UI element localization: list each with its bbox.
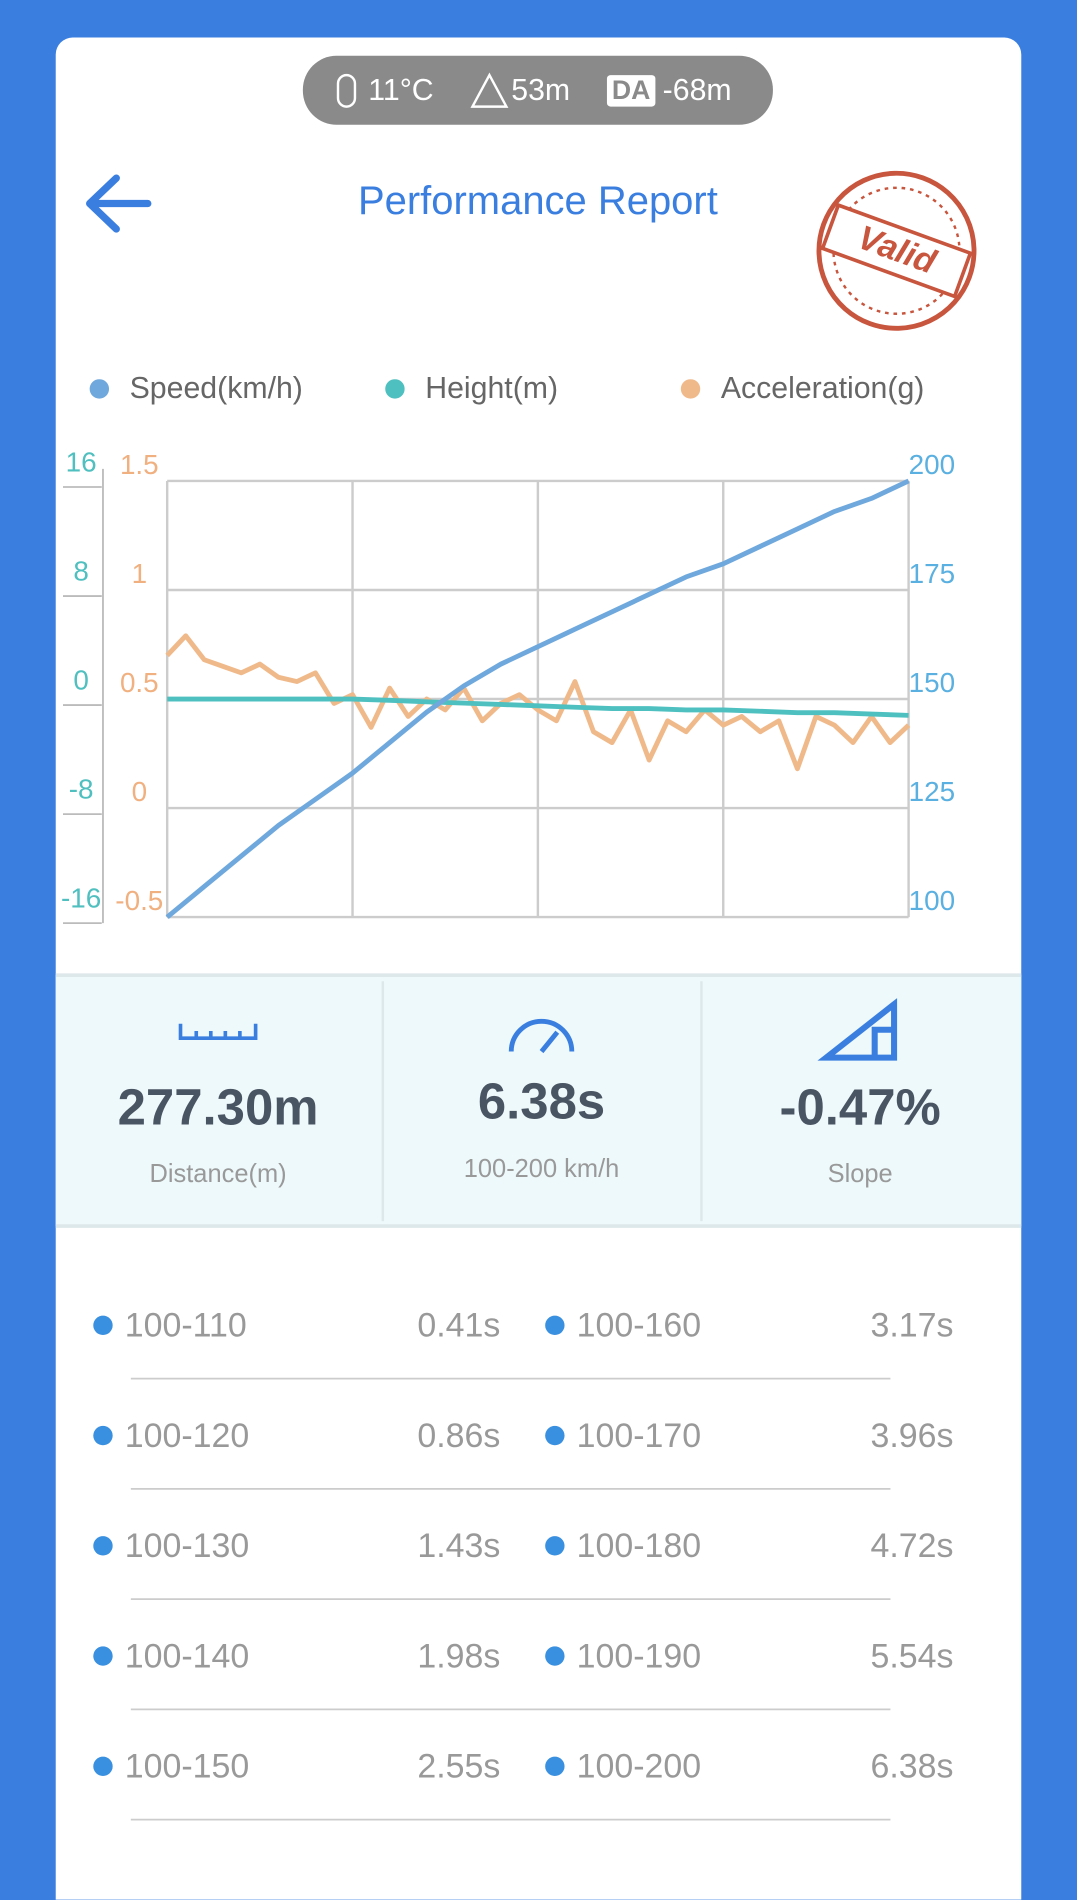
gauge-icon <box>508 1018 575 1054</box>
row-value: 3.96s <box>870 1417 953 1455</box>
y2-tick-label: 100 <box>909 885 955 916</box>
y2-tick-label: 175 <box>909 558 955 589</box>
page-title: Performance Report <box>358 179 718 223</box>
status-pill <box>302 55 773 125</box>
slope-icon <box>817 998 898 1061</box>
mountain-icon <box>470 72 509 108</box>
row-value: 4.72s <box>870 1527 953 1565</box>
row-value: 6.38s <box>870 1748 953 1786</box>
series-line <box>167 696 909 718</box>
y3-tick-label: 1.5 <box>120 449 159 480</box>
y2-tick-label: 200 <box>909 449 955 480</box>
row-dot <box>93 1536 113 1556</box>
legend-dot <box>680 379 701 399</box>
temperature: 11°C <box>368 74 433 107</box>
density-altitude: -68m <box>663 74 732 107</box>
stamp-band <box>820 202 973 299</box>
row-value: 2.55s <box>417 1748 500 1786</box>
row-value: 1.43s <box>417 1527 500 1565</box>
legend-label: Speed(km/h) <box>130 372 303 405</box>
ruler-icon <box>178 1023 258 1041</box>
y3-tick-label: 0.5 <box>120 667 159 698</box>
legend-label: Height(m) <box>425 372 558 405</box>
y-tick-label: -8 <box>69 773 94 804</box>
y3-tick-label: 1 <box>132 558 148 589</box>
row-label: 100-170 <box>577 1417 701 1455</box>
y3-tick-label: 0 <box>132 776 148 807</box>
row-label: 100-110 <box>125 1307 247 1345</box>
row-value: 0.86s <box>417 1417 500 1455</box>
row-label: 100-180 <box>577 1527 701 1565</box>
stat-label: Distance(m) <box>150 1160 287 1188</box>
row-value: 0.41s <box>417 1307 500 1345</box>
card <box>55 37 1022 1900</box>
y-tick-label: 0 <box>73 664 89 695</box>
row-dot <box>545 1536 565 1556</box>
row-label: 100-160 <box>577 1307 701 1345</box>
row-dot <box>93 1315 113 1336</box>
stamp-ring <box>816 170 977 331</box>
row-label: 100-200 <box>577 1748 701 1786</box>
stats-panel <box>55 975 1022 1227</box>
y-tick-label: -16 <box>61 882 101 913</box>
row-dot <box>545 1646 565 1666</box>
y2-tick-label: 125 <box>909 776 955 807</box>
row-label: 100-140 <box>125 1637 249 1675</box>
series-line <box>165 478 910 919</box>
row-value: 5.54s <box>870 1637 953 1675</box>
row-dot <box>545 1756 565 1777</box>
altitude: 53m <box>511 74 570 107</box>
stat-label: Slope <box>828 1160 893 1188</box>
y3-tick-label: -0.5 <box>115 885 163 916</box>
legend-dot <box>89 379 110 399</box>
legend-label: Acceleration(g) <box>721 372 925 405</box>
stat-value: 277.30m <box>118 1078 319 1135</box>
y-tick-label: 8 <box>73 555 89 586</box>
row-label: 100-190 <box>577 1637 701 1675</box>
row-value: 1.98s <box>417 1637 500 1675</box>
thermo-icon <box>336 73 357 108</box>
row-dot <box>545 1315 565 1336</box>
series-line <box>165 633 911 772</box>
stat-value: 6.38s <box>478 1072 605 1129</box>
da-text: DA <box>612 75 650 105</box>
stat-value: -0.47% <box>780 1078 941 1135</box>
row-dot <box>545 1425 565 1446</box>
da-badge <box>606 75 656 107</box>
back-button[interactable] <box>86 174 152 233</box>
row-dot <box>93 1756 113 1777</box>
legend-dot <box>385 379 405 399</box>
y-tick-label: 16 <box>66 446 97 477</box>
stat-label: 100-200 km/h <box>464 1155 620 1183</box>
row-dot <box>93 1646 113 1666</box>
y2-tick-label: 150 <box>909 667 955 698</box>
row-value: 3.17s <box>870 1307 953 1345</box>
row-label: 100-150 <box>125 1748 249 1786</box>
row-dot <box>93 1425 113 1446</box>
row-label: 100-130 <box>125 1527 249 1565</box>
row-label: 100-120 <box>125 1417 249 1455</box>
